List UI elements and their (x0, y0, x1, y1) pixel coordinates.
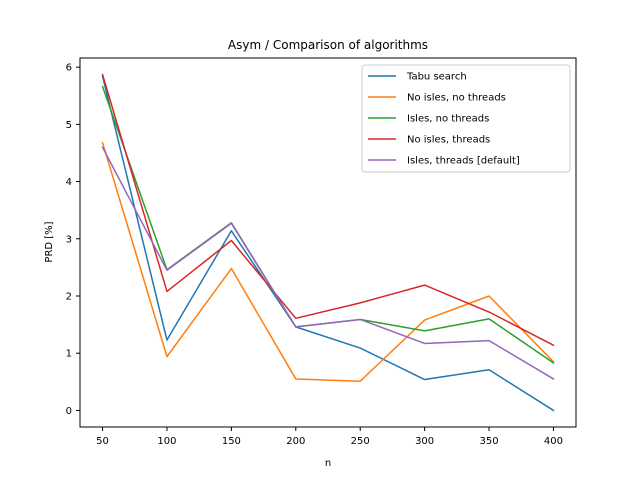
x-tick-label: 50 (96, 436, 109, 447)
series-line-2 (101, 141, 555, 382)
x-tick-label: 200 (286, 436, 305, 447)
plot-area-frame (79, 57, 577, 428)
x-axis: 50 100 150 200 250 300 350 400 (96, 427, 563, 447)
y-tick-label: 6 (66, 63, 72, 74)
legend: Tabu search No isles, no threads Isles, no… (361, 64, 571, 173)
legend-label-2: No isles, no threads (407, 93, 506, 104)
y-tick-label: 4 (66, 177, 72, 188)
x-axis-label: n (325, 458, 331, 469)
x-tick-label: 350 (479, 436, 498, 447)
series-line-4 (101, 73, 555, 347)
series-line-1 (101, 75, 555, 412)
chart-title: Asym / Comparison of algorithms (228, 38, 428, 52)
y-tick-label: 1 (66, 349, 72, 360)
legend-label-4: No isles, threads (407, 135, 490, 146)
x-tick-label: 250 (351, 436, 370, 447)
legend-box (361, 64, 571, 173)
legend-label-3: Isles, no threads (407, 114, 489, 125)
y-tick-label: 2 (66, 291, 72, 302)
y-tick-label: 3 (66, 234, 72, 245)
x-tick-label: 400 (544, 436, 563, 447)
series-lines (101, 73, 555, 412)
x-tick-label: 150 (222, 436, 241, 447)
y-tick-label: 0 (66, 406, 72, 417)
y-tick-label: 5 (66, 120, 72, 131)
legend-label-1: Tabu search (406, 72, 467, 83)
series-line-5 (101, 146, 555, 380)
y-axis-label: PRD [%] (44, 221, 55, 262)
x-tick-label: 300 (415, 436, 434, 447)
x-tick-label: 100 (157, 436, 176, 447)
legend-label-5: Isles, threads [default] (407, 156, 520, 167)
y-axis: 0 1 2 3 4 5 6 (66, 63, 80, 417)
